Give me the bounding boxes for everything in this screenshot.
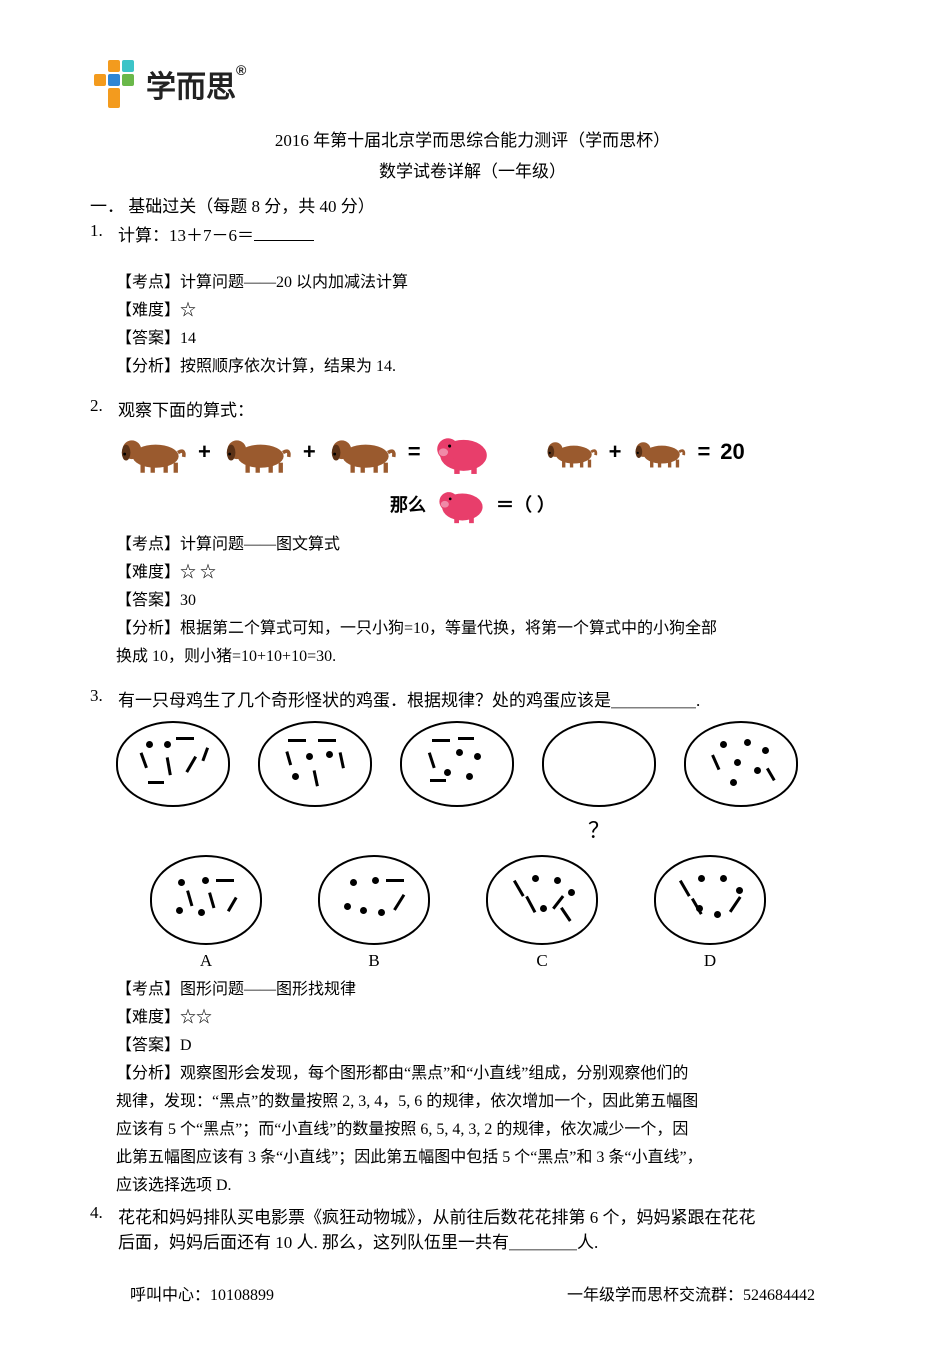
q2-equations: + + = + = 20 xyxy=(116,429,855,476)
pig-icon xyxy=(434,484,488,525)
option-d-label: D xyxy=(704,951,716,971)
q4-line2: 后面，妈妈后面还有 10 人. 那么，这列队伍里一共有＿＿＿＿人. xyxy=(118,1228,855,1253)
option-a-label: A xyxy=(200,951,212,971)
q4-line1: 花花和妈妈排队买电影票《疯狂动物城》，从前往后数花花排第 6 个，妈妈紧跟在花花 xyxy=(118,1203,855,1228)
logo-text: 学而思® xyxy=(146,62,246,106)
egg-seq-1 xyxy=(116,721,230,807)
question-1: 1. 计算：13＋7－6＝ xyxy=(90,221,855,246)
plus-icon: + xyxy=(303,439,316,465)
q2-num: 2. xyxy=(90,396,118,421)
logo: 学而思® xyxy=(90,60,855,108)
dog-icon xyxy=(116,431,188,474)
q1-num: 1. xyxy=(90,221,118,246)
q4-body: 花花和妈妈排队买电影票《疯狂动物城》，从前往后数花花排第 6 个，妈妈紧跟在花花… xyxy=(118,1203,855,1253)
footer-group: 一年级学而思杯交流群：524684442 xyxy=(567,1281,815,1305)
option-c-label: C xyxy=(536,951,547,971)
footer-hotline: 呼叫中心：10108899 xyxy=(130,1281,274,1305)
q1-kaodian: 【考点】计算问题——20 以内加减法计算 xyxy=(116,268,855,292)
pig-icon xyxy=(431,429,493,476)
dog-icon xyxy=(543,435,599,469)
exam-subtitle: 数学试卷详解（一年级） xyxy=(90,157,855,182)
q3-fenxi-2: 规律，发现：“黑点”的数量按照 2, 3, 4，5, 6 的规律，依次增加一个，… xyxy=(116,1087,855,1111)
egg-seq-3 xyxy=(400,721,514,807)
egg-option-c: C xyxy=(486,855,598,971)
q4-num: 4. xyxy=(90,1203,118,1253)
dog-icon xyxy=(326,431,398,474)
q3-num: 3. xyxy=(90,686,118,711)
q3-fenxi-1: 【分析】观察图形会发现，每个图形都由“黑点”和“小直线”组成，分别观察他们的 xyxy=(116,1059,855,1083)
q3-options-row: A B C xyxy=(150,855,855,971)
egg-option-d: D xyxy=(654,855,766,971)
q2-kaodian: 【考点】计算问题——图文算式 xyxy=(116,530,855,554)
page-footer: 呼叫中心：10108899 一年级学而思杯交流群：524684442 xyxy=(90,1281,855,1305)
q2-eq2-value: 20 xyxy=(720,439,744,465)
exam-title: 2016 年第十届北京学而思综合能力测评（学而思杯） xyxy=(90,126,855,151)
question-mark-icon: ？ xyxy=(588,813,610,845)
egg-seq-4-empty: ？ xyxy=(542,721,656,845)
q2-body: 观察下面的算式： xyxy=(118,396,855,421)
q2-then-line: 那么 ＝（ ） xyxy=(90,484,855,525)
egg-seq-5 xyxy=(684,721,798,807)
equals-icon: = xyxy=(408,439,421,465)
plus-icon: + xyxy=(609,439,622,465)
q2-fenxi-1: 【分析】根据第二个算式可知，一只小狗=10，等量代换，将第一个算式中的小狗全部 xyxy=(116,614,855,638)
egg-seq-2 xyxy=(258,721,372,807)
q2-daan: 【答案】30 xyxy=(116,586,855,610)
page: 学而思® 2016 年第十届北京学而思综合能力测评（学而思杯） 数学试卷详解（一… xyxy=(0,0,945,1345)
q1-body: 计算：13＋7－6＝ xyxy=(118,221,855,246)
egg-option-a: A xyxy=(150,855,262,971)
equals-icon: = xyxy=(697,439,710,465)
option-b-label: B xyxy=(368,951,379,971)
q1-fenxi: 【分析】按照顺序依次计算，结果为 14. xyxy=(116,352,855,376)
q3-fenxi-3: 应该有 5 个“黑点”；而“小直线”的数量按照 6, 5, 4, 3, 2 的规… xyxy=(116,1115,855,1139)
section-1-header: 一． 基础过关（每题 8 分，共 40 分） xyxy=(90,192,855,217)
question-3: 3. 有一只母鸡生了几个奇形怪状的鸡蛋．根据规律？处的鸡蛋应该是＿＿＿＿＿. xyxy=(90,686,855,711)
q2-fenxi-2: 换成 10，则小猪=10+10+10=30. xyxy=(116,642,855,666)
q3-nandu: 【难度】☆☆ xyxy=(116,1003,855,1027)
q3-fenxi-4: 此第五幅图应该有 3 条“小直线”；因此第五幅图中包括 5 个“黑点”和 3 条… xyxy=(116,1143,855,1167)
dog-icon xyxy=(631,435,687,469)
plus-icon: + xyxy=(198,439,211,465)
q3-daan: 【答案】D xyxy=(116,1031,855,1055)
q1-nandu: 【难度】☆ xyxy=(116,296,855,320)
q1-daan: 【答案】14 xyxy=(116,324,855,348)
q2-nandu: 【难度】☆ ☆ xyxy=(116,558,855,582)
q3-fenxi-5: 应该选择选项 D. xyxy=(116,1171,855,1195)
q1-blank xyxy=(254,223,314,241)
egg-option-b: B xyxy=(318,855,430,971)
question-2: 2. 观察下面的算式： xyxy=(90,396,855,421)
q3-body: 有一只母鸡生了几个奇形怪状的鸡蛋．根据规律？处的鸡蛋应该是＿＿＿＿＿. xyxy=(118,686,855,711)
dog-icon xyxy=(221,431,293,474)
q3-kaodian: 【考点】图形问题——图形找规律 xyxy=(116,975,855,999)
logo-mark xyxy=(90,60,138,108)
q3-sequence-row: ？ xyxy=(116,721,855,845)
question-4: 4. 花花和妈妈排队买电影票《疯狂动物城》，从前往后数花花排第 6 个，妈妈紧跟… xyxy=(90,1203,855,1253)
